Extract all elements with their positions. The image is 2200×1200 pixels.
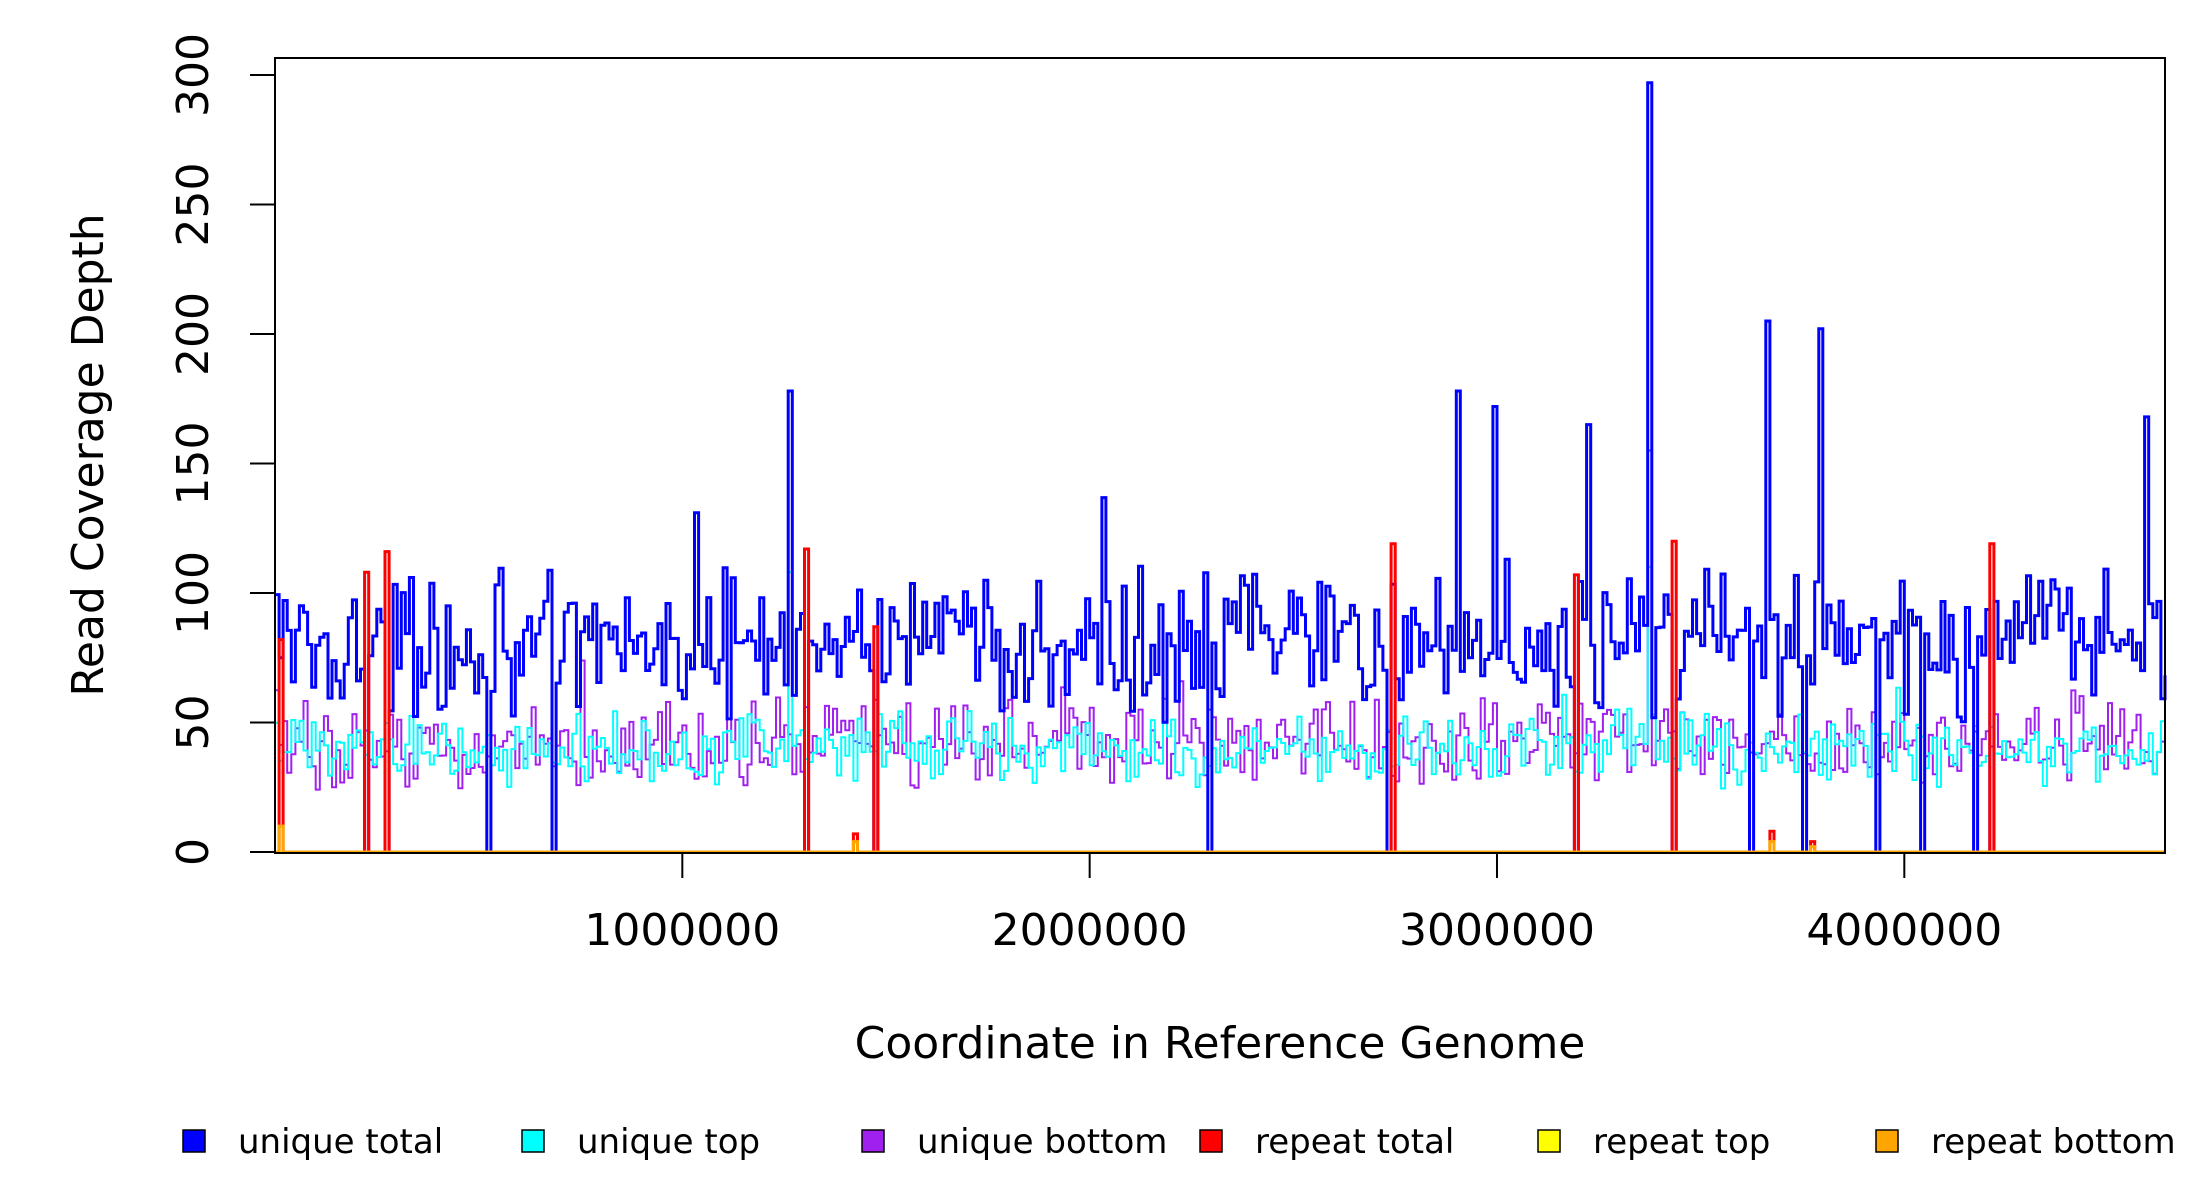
y-tick-label: 50: [168, 695, 219, 751]
y-tick-label: 200: [168, 292, 219, 376]
legend-item-repeat-total: repeat total: [1199, 1122, 1454, 1162]
legend-swatch: [182, 1129, 206, 1153]
series-line-unique-bottom: [275, 449, 2166, 791]
legend-swatch: [1199, 1129, 1223, 1153]
legend-label: repeat bottom: [1931, 1122, 2176, 1162]
legend-label: repeat top: [1593, 1122, 1770, 1162]
series-line-unique-total: [275, 81, 2167, 854]
x-tick-label: 2000000: [992, 905, 1188, 956]
x-tick-label: 1000000: [584, 905, 780, 956]
x-tick-label: 3000000: [1399, 905, 1595, 956]
legend-swatch: [1875, 1129, 1899, 1153]
legend-label: unique bottom: [917, 1122, 1167, 1162]
legend-swatch: [521, 1129, 545, 1153]
y-tick-label: 100: [168, 551, 219, 635]
legend-label: unique total: [238, 1122, 443, 1162]
y-axis: 0 50 100 150 200 250 300: [168, 33, 276, 866]
y-tick-label: 300: [168, 33, 219, 117]
plot-lines: [275, 81, 2167, 854]
legend-item-repeat-top: repeat top: [1537, 1122, 1770, 1162]
legend: unique total unique top unique bottom repea…: [182, 1122, 2176, 1162]
series-line-repeat-bottom: [275, 824, 2165, 854]
legend-item-unique-top: unique top: [521, 1122, 760, 1162]
series-line-repeat-top: [275, 840, 2165, 853]
y-tick-label: 250: [168, 163, 219, 247]
y-tick-label: 0: [168, 838, 219, 866]
y-axis-title: Read Coverage Depth: [63, 213, 114, 696]
legend-label: repeat total: [1255, 1122, 1454, 1162]
legend-swatch: [861, 1129, 885, 1153]
x-tick-label: 4000000: [1806, 905, 2002, 956]
series-line-unique-top: [275, 566, 2166, 790]
legend-item-repeat-bottom: repeat bottom: [1875, 1122, 2176, 1162]
legend-item-unique-total: unique total: [182, 1122, 443, 1162]
x-axis: 1000000 2000000 3000000 4000000: [584, 853, 2002, 956]
legend-swatch: [1537, 1129, 1561, 1153]
x-axis-title: Coordinate in Reference Genome: [855, 1018, 1586, 1069]
legend-item-unique-bottom: unique bottom: [861, 1122, 1167, 1162]
y-tick-label: 150: [168, 422, 219, 506]
legend-label: unique top: [577, 1122, 760, 1162]
